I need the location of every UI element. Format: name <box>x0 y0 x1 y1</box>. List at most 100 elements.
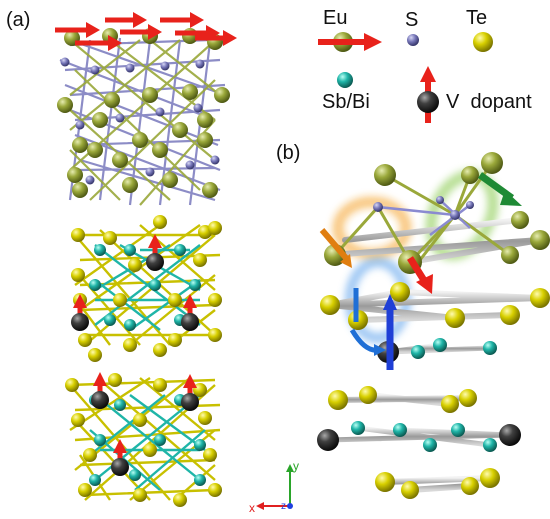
tellurium-atom <box>65 378 79 392</box>
legend-v-spin-arrow <box>420 66 436 82</box>
eu-atom <box>57 97 73 113</box>
sulfur-atom <box>436 196 444 204</box>
sbbi-atom <box>94 244 106 256</box>
sbbi-atom <box>174 244 186 256</box>
v-spin-arrowhead <box>148 234 162 248</box>
sbbi-atom <box>433 338 447 352</box>
tellurium-atom <box>208 328 222 342</box>
tellurium-atom <box>123 338 137 352</box>
tellurium-atom <box>500 305 520 325</box>
legend-te-label: Te <box>466 7 487 29</box>
tellurium-atom <box>108 373 122 387</box>
eu-atom <box>122 177 138 193</box>
tellurium-atom <box>480 468 500 488</box>
tellurium-atom <box>459 389 477 407</box>
tellurium-atom <box>375 472 395 492</box>
v-spin-arrowhead <box>183 374 197 388</box>
tellurium-atom <box>208 483 222 497</box>
tellurium-atom <box>153 378 167 392</box>
sulfur-atom <box>185 160 195 170</box>
eu-atom <box>92 112 108 128</box>
legend-eu-spin-arrow <box>364 33 382 51</box>
eu-atom <box>87 142 103 158</box>
sulfur-atom <box>193 103 203 113</box>
tellurium-atom <box>445 308 465 328</box>
eu-atom <box>72 182 88 198</box>
eu-atom <box>530 230 550 250</box>
sbbi-atom <box>89 474 101 486</box>
tellurium-atom <box>441 395 459 413</box>
sulfur-atom <box>90 65 100 75</box>
tellurium-atom <box>143 443 157 457</box>
sulfur-atom <box>60 57 70 67</box>
eu-atom <box>501 246 519 264</box>
sbbite-middle-block <box>71 215 222 362</box>
eu-atom <box>72 137 88 153</box>
eu-atom <box>182 84 198 100</box>
eu-atom <box>112 152 128 168</box>
tellurium-atom <box>153 215 167 229</box>
tellurium-atom <box>133 488 147 502</box>
sbbite-bottom-block <box>65 372 222 507</box>
tellurium-atom <box>71 228 85 242</box>
panel-b-label: (b) <box>276 142 300 164</box>
tellurium-atom <box>203 448 217 462</box>
legend-s-atom <box>407 34 419 46</box>
tellurium-atom <box>198 411 212 425</box>
sbbi-atom <box>114 399 126 411</box>
v-spin-arrowhead <box>73 294 87 308</box>
eus-layer-block <box>55 12 237 206</box>
eu-spin-arrow-b <box>407 256 428 284</box>
sbbi-atom <box>194 474 206 486</box>
v-spin-arrowhead <box>113 439 127 453</box>
tellurium-atom <box>168 293 182 307</box>
panel-a-label: (a) <box>6 9 30 31</box>
sulfur-atom <box>466 201 474 209</box>
sbbi-atom <box>89 279 101 291</box>
tellurium-atom <box>133 413 147 427</box>
v-atom <box>111 458 129 476</box>
tellurium-atom <box>71 413 85 427</box>
eu-spin-arrows <box>55 12 237 51</box>
tellurium-atom <box>78 333 92 347</box>
v-spin-arrowhead <box>93 372 107 386</box>
exchange-path-diagram <box>317 152 550 499</box>
axis-triad: y x z <box>249 459 299 515</box>
sulfur-atom <box>155 107 165 117</box>
v-atom <box>181 393 199 411</box>
legend-te-atom <box>473 32 493 52</box>
eu-atom <box>67 167 83 183</box>
tellurium-atom <box>168 333 182 347</box>
legend-s-label: S <box>405 9 418 31</box>
sbbi-atom <box>411 345 425 359</box>
tellurium-atom <box>153 343 167 357</box>
sulfur-atom <box>145 167 155 177</box>
sulfur-atom <box>373 202 383 212</box>
sulfur-atom <box>160 61 170 71</box>
eu-atom <box>481 152 503 174</box>
v-atom <box>181 313 199 331</box>
sbbi-atom <box>149 279 161 291</box>
eu-atom <box>152 142 168 158</box>
eu-atom <box>132 132 148 148</box>
tellurium-atom <box>113 293 127 307</box>
sulfur-atom <box>195 59 205 69</box>
tellurium-atom <box>390 282 410 302</box>
sbbi-atom <box>483 438 497 452</box>
tellurium-atom <box>530 288 550 308</box>
eu-atom <box>461 166 479 184</box>
tellurium-atom <box>208 221 222 235</box>
sulfur-atom <box>85 175 95 185</box>
sulfur-atom <box>125 63 135 73</box>
v-atom <box>317 429 339 451</box>
sbbi-atom <box>194 439 206 451</box>
v-atom <box>499 424 521 446</box>
sbbi-atom <box>124 319 136 331</box>
axis-z-label: z <box>281 501 286 512</box>
eu-atom <box>162 172 178 188</box>
tellurium-atom <box>103 231 117 245</box>
legend: Eu S Te Sb/Bi V dopant <box>318 7 532 123</box>
eu-atom <box>511 211 529 229</box>
